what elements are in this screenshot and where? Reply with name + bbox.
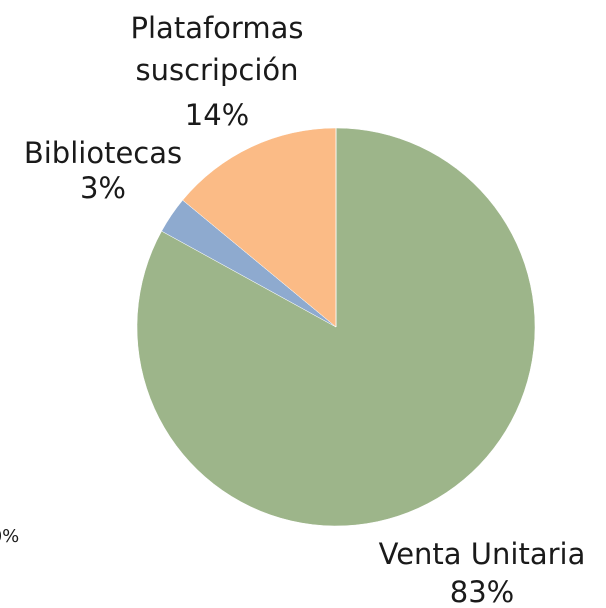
slice-label: Venta Unitaria [379,537,586,571]
value-label: 83% [450,575,514,608]
value-label: 0% [0,526,19,547]
value-label: 3% [80,171,126,205]
slice-label: Plataformas suscripción [131,11,304,87]
pie-slice [182,127,337,328]
value-label: 14% [185,98,249,132]
slice-label: Bibliotecas [24,136,182,170]
